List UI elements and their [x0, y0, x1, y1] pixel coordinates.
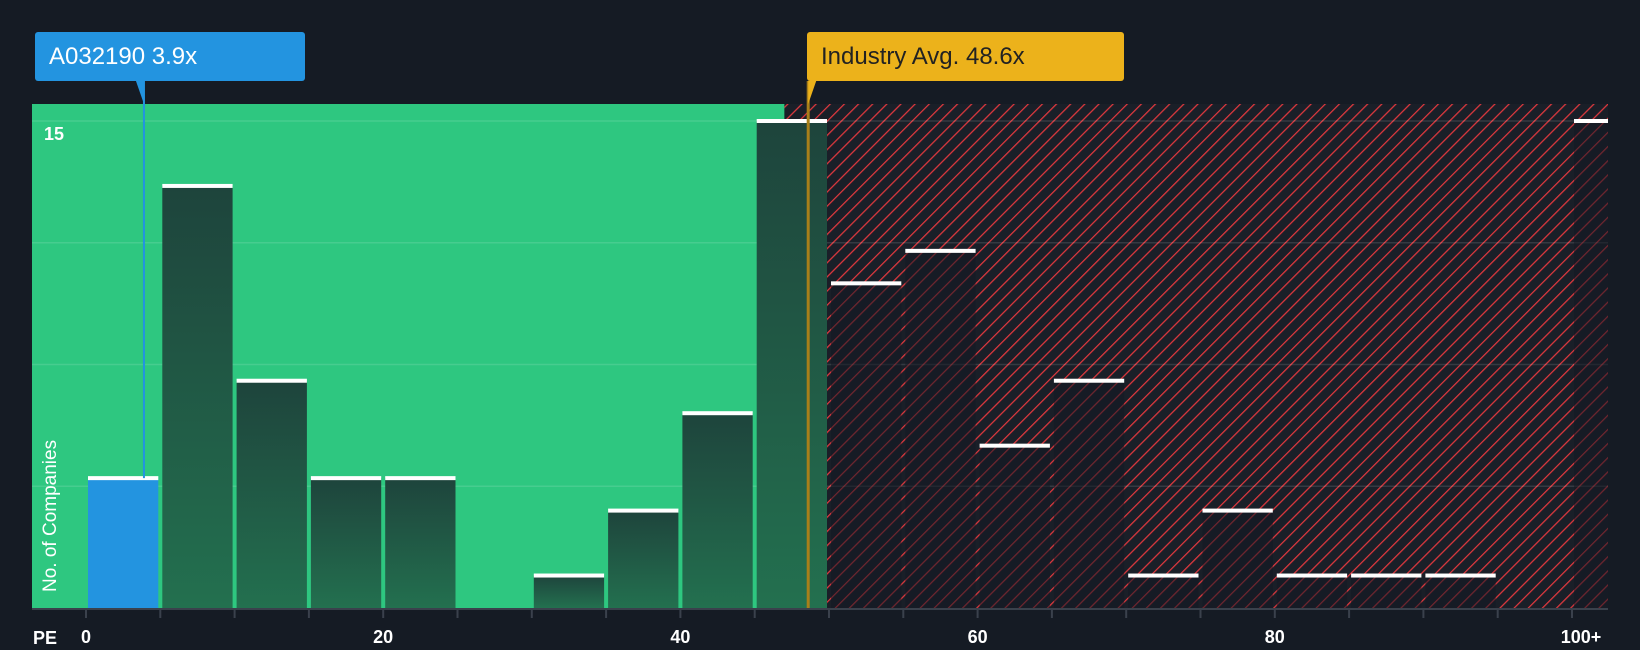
bar-35-40 [608, 510, 679, 608]
bar-cap-80-85 [1276, 573, 1348, 578]
bar-cap-100+ [1574, 119, 1608, 123]
bar-cap-40-45 [682, 411, 753, 416]
bar-15-20 [310, 478, 382, 608]
bar-50-55 [831, 283, 902, 608]
bar-cap-60-65 [979, 443, 1050, 448]
industry-callout-pointer [808, 81, 817, 104]
bar-cap-50-55 [831, 281, 902, 286]
bar-cap-30-35 [533, 573, 605, 578]
x-tick-label: 20 [373, 627, 393, 647]
company-pe-callout: A032190 3.9x [35, 32, 305, 81]
x-tick-label: 0 [81, 627, 91, 647]
bar-cap-35-40 [608, 508, 679, 513]
bar-cap-15-20 [310, 476, 382, 481]
bar-cap-10-15 [236, 378, 307, 383]
bar-cap-90-95 [1425, 573, 1496, 578]
bar-cap-85-90 [1351, 573, 1422, 578]
bar-cap-55-60 [905, 248, 976, 253]
bar-cap-5-10 [162, 183, 233, 188]
y-tick-label: 15 [44, 124, 65, 144]
x-tick-label: 60 [968, 627, 988, 647]
bar-cap-75-80 [1202, 508, 1273, 513]
bar-90-95 [1425, 575, 1496, 608]
bar-cap-0-5 [88, 476, 159, 481]
bar-55-60 [905, 250, 976, 608]
x-axis-label: PE [33, 628, 58, 648]
x-tick-label: 100+ [1561, 627, 1602, 647]
industry-avg-callout: Industry Avg. 48.6x [807, 32, 1124, 81]
bar-0-5 [88, 478, 159, 608]
bar-cap-65-70 [1053, 378, 1125, 383]
x-tick-label: 40 [670, 627, 690, 647]
bar-5-10 [162, 185, 233, 608]
bar-100+ [1574, 121, 1608, 608]
bar-20-25 [385, 478, 456, 608]
bar-cap-20-25 [385, 476, 456, 481]
x-tick-label: 80 [1265, 627, 1285, 647]
bar-65-70 [1053, 380, 1125, 608]
y-axis-label: No. of Companies [40, 439, 61, 592]
bar-45-50 [756, 121, 827, 608]
bar-70-75 [1128, 575, 1199, 608]
company-callout-pointer [135, 81, 144, 104]
bar-30-35 [533, 575, 605, 608]
bar-cap-70-75 [1128, 573, 1199, 578]
bar-80-85 [1276, 575, 1348, 608]
bar-cap-45-50 [756, 119, 827, 123]
bar-10-15 [236, 380, 307, 608]
bar-75-80 [1202, 510, 1273, 608]
bar-40-45 [682, 413, 753, 608]
bar-60-65 [979, 445, 1050, 608]
bar-85-90 [1351, 575, 1422, 608]
